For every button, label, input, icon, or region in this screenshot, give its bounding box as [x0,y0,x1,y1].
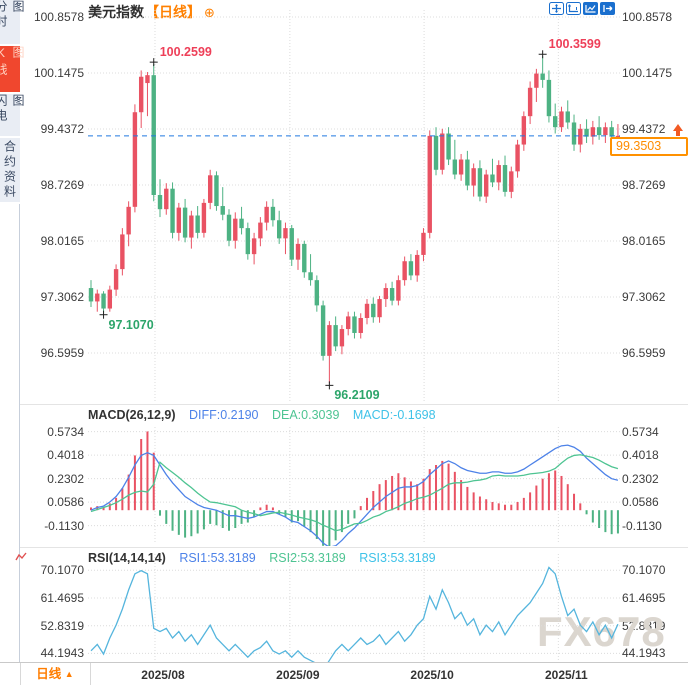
sidebar-tab-lightning-chart[interactable]: 闪电图 [0,94,25,138]
macd-diff-value: DIFF:0.2190 [189,408,259,422]
macd-dea-value: DEA:0.3039 [271,408,340,422]
timeframe-label: 日线 [36,667,62,681]
symbol-name: 美元指数 [88,4,144,20]
chart-title: 美元指数【日线】 ⊕ [88,2,215,22]
chart-toolbar [549,2,615,15]
panel-divider [20,404,688,405]
low-annotation: 97.1070 [108,317,154,332]
panel-divider [20,547,688,548]
y-axis-label: 98.7269 [622,178,666,192]
bottom-bar: 日线 ▲ [0,662,688,685]
sidebar-tab-time-chart[interactable]: 分时图 [0,0,25,46]
divider [90,663,91,685]
y-axis-label: 97.3062 [40,290,84,304]
rsi-title: RSI(14,14,14) [88,551,166,565]
rsi-axis-label: 61.4695 [40,591,84,605]
macd-title: MACD(26,12,9) [88,408,176,422]
indicator-flag-icon[interactable] [15,551,27,563]
macd-axis-label: 0.4018 [47,448,84,463]
y-axis-label: 97.3062 [622,290,666,304]
x-axis-label: 2025/09 [276,668,320,682]
rsi-axis-label: 52.8319 [622,618,666,633]
rsi-axis-label: 70.1070 [40,563,84,578]
macd-axis-label: 0.5734 [622,424,659,439]
macd-axis-label: 0.4018 [622,448,659,463]
rsi-axis-label: 44.1943 [40,646,84,661]
y-axis-label: 98.0165 [40,234,84,248]
macd-axis-label: 0.2302 [47,471,84,486]
y-axis-label: 100.8578 [33,10,84,24]
x-axis-label: 2025/08 [141,668,185,682]
macd-value: MACD:-0.1698 [352,408,436,422]
macd-axis-label: 0.0586 [47,495,84,510]
macd-axis-label: -0.1130 [622,518,662,533]
period-settings-icon[interactable]: ⊕ [204,5,215,20]
macd-axis-label: 0.2302 [622,471,659,486]
y-axis-label: 96.5959 [622,346,666,360]
macd-axis-label: 0.5734 [47,424,84,439]
y-axis-label: 100.8578 [622,10,673,24]
crosshair-icon[interactable] [549,2,564,15]
macd-header: MACD(26,12,9) DIFF:0.2190 DEA:0.3039 MAC… [88,408,436,422]
price-up-arrow-icon [673,123,683,136]
y-axis-label: 100.1475 [622,66,673,80]
current-price-badge: 99.3503 [610,136,688,156]
timeframe-selector[interactable]: 日线 ▲ [20,663,90,685]
high-annotation: 100.2599 [159,45,212,60]
rsi-axis-label: 70.1070 [622,563,666,578]
rsi-axis-label: 52.8319 [40,618,84,633]
y-axis-label: 96.5959 [40,346,84,360]
macd-chart[interactable] [88,425,620,546]
rsi-axis-label: 44.1943 [622,646,666,661]
divider [20,663,21,685]
sidebar: 分时图 K线图 闪电图 合约资料 [0,0,25,662]
y-axis-label: 99.4372 [40,122,84,136]
rsi1-value: RSI1:53.3189 [179,551,256,565]
sidebar-tab-contract-info[interactable]: 合约资料 [0,138,20,204]
rsi-header: RSI(14,14,14) RSI1:53.3189 RSI2:53.3189 … [88,551,436,565]
timeframe-tag: 【日线】 [145,4,201,20]
y-axis-label: 100.1475 [33,66,84,80]
rsi2-value: RSI2:53.3189 [269,551,346,565]
high-annotation: 100.3599 [548,37,601,52]
axis-scale-icon[interactable] [566,2,581,15]
x-axis-label: 2025/10 [410,668,454,682]
chart-style-icon[interactable] [583,2,598,15]
exit-fullscreen-icon[interactable] [600,2,615,15]
rsi3-value: RSI3:53.3189 [359,551,436,565]
macd-axis-label: -0.1130 [44,518,84,533]
y-axis-label: 98.0165 [622,234,666,248]
macd-axis-label: 0.0586 [622,495,659,510]
x-axis-label: 2025/11 [544,668,588,682]
y-axis-label: 98.7269 [40,178,84,192]
rsi-axis-label: 61.4695 [622,591,666,605]
dropdown-arrow-icon: ▲ [64,669,74,679]
low-annotation: 96.2109 [334,388,380,403]
y-axis-label: 99.4372 [622,122,666,136]
rsi-chart[interactable] [88,552,620,662]
candlestick-chart[interactable] [88,6,620,404]
sidebar-tab-kline-chart[interactable]: K线图 [0,46,25,94]
